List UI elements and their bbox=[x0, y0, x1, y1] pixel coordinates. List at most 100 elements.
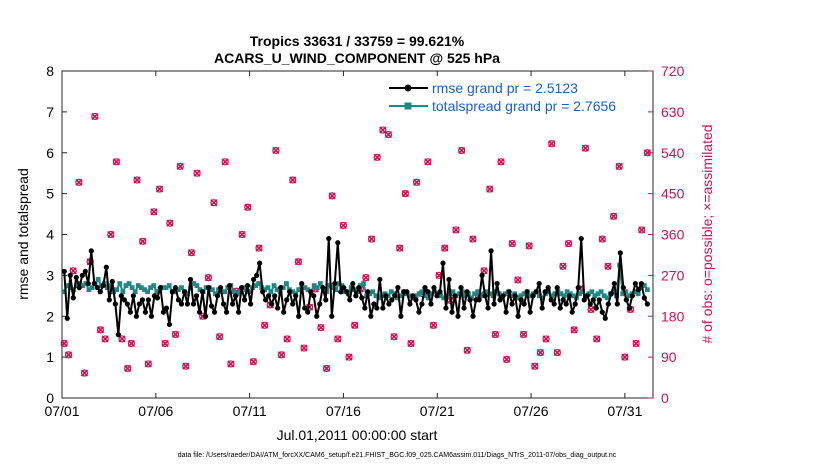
totalspread-point bbox=[564, 289, 570, 295]
rmse-point bbox=[371, 301, 377, 307]
rmse-point bbox=[515, 313, 521, 319]
rmse-point bbox=[614, 301, 620, 307]
rmse-point bbox=[133, 313, 139, 319]
rmse-point bbox=[272, 293, 278, 299]
obs-possible-point bbox=[118, 335, 126, 343]
obs-possible-point bbox=[615, 162, 623, 170]
rmse-point bbox=[332, 280, 338, 287]
rmse-point bbox=[118, 293, 124, 299]
obs-assimilated-point bbox=[210, 199, 218, 207]
obs-assimilated-point bbox=[221, 158, 229, 166]
totalspread-point bbox=[558, 291, 564, 297]
rmse-point bbox=[512, 293, 518, 299]
obs-assimilated-point bbox=[469, 235, 477, 243]
obs-assimilated-point bbox=[300, 344, 308, 352]
rmse-point bbox=[127, 309, 133, 315]
y-tick-label: 8 bbox=[46, 63, 54, 79]
rmse-point bbox=[395, 285, 401, 291]
rmse-point bbox=[626, 305, 632, 311]
obs-possible-point bbox=[570, 326, 578, 334]
rmse-point bbox=[79, 272, 85, 278]
rmse-point bbox=[160, 309, 167, 315]
obs-assimilated-point bbox=[497, 158, 505, 166]
y-tick-label: 7 bbox=[46, 104, 54, 120]
rmse-point bbox=[211, 309, 218, 315]
rmse-point bbox=[223, 309, 230, 315]
obs-assimilated-point bbox=[107, 230, 115, 239]
obs-possible-point bbox=[322, 364, 331, 373]
obs-assimilated-point bbox=[368, 235, 376, 243]
rmse-point bbox=[64, 315, 70, 321]
totalspread-point bbox=[80, 283, 86, 288]
rmse-point bbox=[548, 297, 554, 303]
rmse-point bbox=[235, 309, 242, 315]
rmse-point bbox=[317, 301, 323, 307]
y-right-tick-label: 0 bbox=[661, 390, 669, 406]
obs-assimilated-point bbox=[351, 321, 359, 329]
x-tick-label: 07/01 bbox=[44, 403, 79, 419]
obs-possible-point bbox=[604, 262, 612, 270]
rmse-point bbox=[220, 301, 227, 307]
obs-possible-point bbox=[441, 244, 449, 252]
rmse-point bbox=[383, 293, 389, 299]
rmse-point bbox=[632, 280, 638, 287]
rmse-point bbox=[566, 293, 572, 299]
totalspread-point bbox=[191, 281, 197, 286]
obs-possible-point bbox=[469, 235, 477, 243]
obs-assimilated-point bbox=[587, 305, 595, 314]
obs-assimilated-point bbox=[339, 221, 347, 229]
rmse-point bbox=[521, 301, 527, 307]
rmse-point bbox=[205, 285, 212, 291]
obs-possible-point bbox=[182, 362, 190, 370]
totalspread-point bbox=[296, 287, 302, 293]
rmse-point bbox=[154, 295, 161, 301]
obs-possible-point bbox=[514, 276, 522, 284]
rmse-point bbox=[479, 272, 485, 278]
rmse-point bbox=[166, 321, 173, 328]
totalspread-point bbox=[589, 289, 595, 295]
rmse-point bbox=[196, 309, 203, 315]
rmse-point bbox=[103, 264, 109, 270]
rmse-point bbox=[121, 297, 127, 303]
totalspread-point bbox=[274, 287, 280, 293]
obs-assimilated-point bbox=[413, 178, 421, 186]
obs-possible-point bbox=[289, 176, 297, 184]
totalspread-point bbox=[456, 291, 462, 297]
x-tick-label: 07/06 bbox=[138, 403, 173, 419]
obs-possible-point bbox=[367, 235, 376, 243]
obs-assimilated-point bbox=[244, 203, 252, 211]
obs-assimilated-point bbox=[133, 176, 141, 184]
rmse-point bbox=[458, 285, 464, 291]
rmse-point bbox=[404, 289, 410, 295]
obs-assimilated-point bbox=[187, 249, 196, 257]
obs-possible-point bbox=[351, 321, 359, 329]
rmse-point bbox=[82, 268, 88, 274]
rmse-point bbox=[323, 297, 329, 303]
rmse-point bbox=[443, 305, 449, 311]
totalspread-point bbox=[376, 295, 382, 301]
totalspread-point bbox=[333, 287, 339, 293]
rmse-point bbox=[287, 289, 293, 295]
legend-rmse-marker bbox=[404, 84, 412, 92]
rmse-point bbox=[440, 260, 446, 266]
totalspread-point bbox=[373, 293, 379, 299]
obs-possible-point bbox=[277, 351, 286, 359]
totalspread-point bbox=[129, 285, 135, 291]
obs-assimilated-point bbox=[553, 349, 561, 357]
rmse-point bbox=[464, 289, 470, 295]
obs-assimilated-point bbox=[255, 244, 263, 252]
totalspread-point bbox=[416, 291, 422, 297]
y-tick-label: 1 bbox=[46, 349, 54, 365]
legend-totalspread-marker bbox=[404, 102, 412, 110]
obs-possible-point bbox=[491, 330, 499, 339]
totalspread-point bbox=[108, 283, 113, 288]
obs-possible-point bbox=[621, 353, 629, 361]
totalspread-point bbox=[441, 295, 447, 301]
obs-assimilated-point bbox=[216, 333, 224, 341]
totalspread-point bbox=[283, 281, 289, 286]
chart-subtitle: ACARS_U_WIND_COMPONENT @ 525 hPa bbox=[214, 50, 500, 66]
rmse-point bbox=[229, 301, 236, 307]
obs-assimilated-point bbox=[548, 140, 556, 148]
rmse-point bbox=[187, 276, 194, 283]
